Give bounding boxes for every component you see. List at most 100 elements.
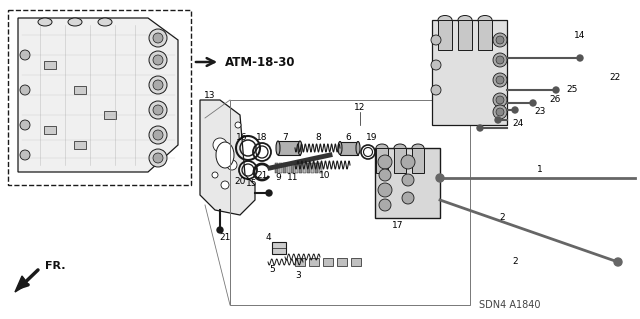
Bar <box>351 258 361 266</box>
Circle shape <box>217 227 223 233</box>
Circle shape <box>212 172 218 178</box>
Text: 17: 17 <box>392 220 404 229</box>
Text: SDN4 A1840: SDN4 A1840 <box>479 300 541 310</box>
Circle shape <box>221 181 229 189</box>
Circle shape <box>149 149 167 167</box>
Ellipse shape <box>412 144 424 152</box>
Bar <box>74 86 86 94</box>
Circle shape <box>378 155 392 169</box>
Ellipse shape <box>458 16 472 25</box>
Bar <box>478 20 492 50</box>
Circle shape <box>153 33 163 43</box>
Ellipse shape <box>98 18 112 26</box>
Bar <box>315 163 318 173</box>
Circle shape <box>149 76 167 94</box>
Circle shape <box>493 93 507 107</box>
Text: 10: 10 <box>319 170 331 180</box>
Circle shape <box>213 138 227 152</box>
Circle shape <box>153 153 163 163</box>
Circle shape <box>496 56 504 64</box>
Bar <box>319 163 322 173</box>
Text: 6: 6 <box>345 133 351 143</box>
Bar <box>275 163 278 173</box>
Circle shape <box>20 85 30 95</box>
Circle shape <box>477 125 483 131</box>
Bar <box>340 142 358 154</box>
Circle shape <box>493 105 507 119</box>
Bar <box>394 148 406 173</box>
Circle shape <box>496 76 504 84</box>
Bar <box>104 111 116 119</box>
Circle shape <box>431 85 441 95</box>
Circle shape <box>614 258 622 266</box>
Polygon shape <box>200 100 255 215</box>
Bar <box>279 163 282 173</box>
Bar <box>287 163 290 173</box>
Text: 8: 8 <box>315 133 321 143</box>
Circle shape <box>495 117 501 123</box>
Text: 24: 24 <box>513 120 524 129</box>
Text: 11: 11 <box>287 174 299 182</box>
Circle shape <box>493 33 507 47</box>
Ellipse shape <box>376 144 388 152</box>
Bar <box>278 141 300 155</box>
Bar <box>432 20 507 125</box>
Ellipse shape <box>394 144 406 152</box>
Circle shape <box>553 87 559 93</box>
Text: 1: 1 <box>537 166 543 174</box>
Bar <box>44 61 56 69</box>
Ellipse shape <box>478 16 492 25</box>
Circle shape <box>493 73 507 87</box>
Circle shape <box>266 190 272 196</box>
Circle shape <box>379 169 391 181</box>
Bar <box>44 126 56 134</box>
Bar <box>283 163 286 173</box>
Text: 15: 15 <box>246 179 258 188</box>
Polygon shape <box>15 276 28 292</box>
Circle shape <box>493 53 507 67</box>
Bar <box>438 20 452 50</box>
Circle shape <box>402 192 414 204</box>
Circle shape <box>153 55 163 65</box>
Circle shape <box>20 120 30 130</box>
Text: 7: 7 <box>282 133 288 143</box>
Bar <box>74 141 86 149</box>
Bar <box>323 258 333 266</box>
Circle shape <box>379 199 391 211</box>
Circle shape <box>149 51 167 69</box>
Circle shape <box>153 105 163 115</box>
Bar <box>309 258 319 266</box>
Text: 21: 21 <box>256 170 268 180</box>
Bar <box>412 148 424 173</box>
Circle shape <box>496 108 504 116</box>
Circle shape <box>153 130 163 140</box>
Text: 16: 16 <box>236 133 248 143</box>
Bar <box>299 163 302 173</box>
Circle shape <box>149 101 167 119</box>
Ellipse shape <box>68 18 82 26</box>
Bar <box>307 163 310 173</box>
Bar <box>375 148 440 218</box>
Circle shape <box>20 150 30 160</box>
Ellipse shape <box>298 141 302 155</box>
Bar <box>311 163 314 173</box>
Text: 2: 2 <box>512 257 518 266</box>
Polygon shape <box>18 18 178 172</box>
Bar <box>376 148 388 173</box>
Text: 25: 25 <box>566 85 578 94</box>
Ellipse shape <box>438 16 452 25</box>
Circle shape <box>149 126 167 144</box>
Text: 19: 19 <box>366 133 378 143</box>
Bar <box>272 242 286 254</box>
Text: 2: 2 <box>499 213 505 222</box>
Circle shape <box>496 96 504 104</box>
Circle shape <box>235 122 241 128</box>
Circle shape <box>431 35 441 45</box>
Text: 4: 4 <box>265 234 271 242</box>
Ellipse shape <box>338 142 342 154</box>
Bar <box>291 163 294 173</box>
Circle shape <box>512 107 518 113</box>
Text: 12: 12 <box>355 103 365 113</box>
Circle shape <box>436 174 444 182</box>
Text: 20: 20 <box>234 177 246 187</box>
